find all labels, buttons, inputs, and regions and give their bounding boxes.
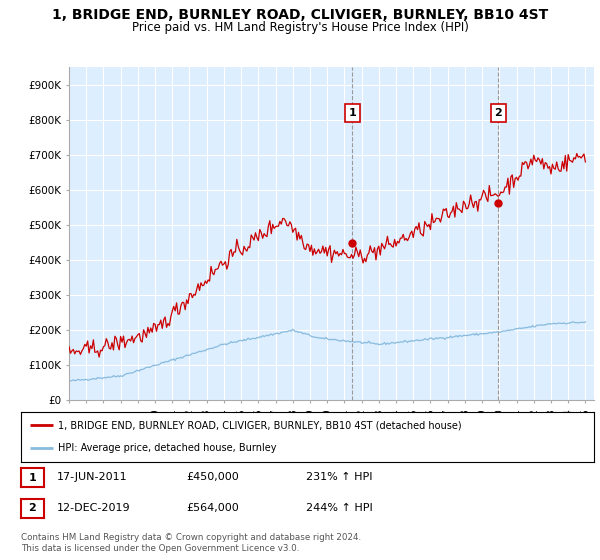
Text: 1, BRIDGE END, BURNLEY ROAD, CLIVIGER, BURNLEY, BB10 4ST (detached house): 1, BRIDGE END, BURNLEY ROAD, CLIVIGER, B…: [58, 420, 462, 430]
Text: 231% ↑ HPI: 231% ↑ HPI: [306, 472, 373, 482]
Text: £450,000: £450,000: [186, 472, 239, 482]
Text: 1: 1: [349, 108, 356, 118]
Text: 2: 2: [494, 108, 502, 118]
Text: HPI: Average price, detached house, Burnley: HPI: Average price, detached house, Burn…: [58, 444, 277, 454]
Text: Price paid vs. HM Land Registry's House Price Index (HPI): Price paid vs. HM Land Registry's House …: [131, 21, 469, 34]
Text: 1, BRIDGE END, BURNLEY ROAD, CLIVIGER, BURNLEY, BB10 4ST: 1, BRIDGE END, BURNLEY ROAD, CLIVIGER, B…: [52, 8, 548, 22]
Text: 17-JUN-2011: 17-JUN-2011: [57, 472, 128, 482]
Text: Contains HM Land Registry data © Crown copyright and database right 2024.
This d: Contains HM Land Registry data © Crown c…: [21, 533, 361, 553]
Text: 244% ↑ HPI: 244% ↑ HPI: [306, 503, 373, 513]
Text: 2: 2: [29, 503, 36, 514]
Text: 1: 1: [29, 473, 36, 483]
Text: 12-DEC-2019: 12-DEC-2019: [57, 503, 131, 513]
Text: £564,000: £564,000: [186, 503, 239, 513]
